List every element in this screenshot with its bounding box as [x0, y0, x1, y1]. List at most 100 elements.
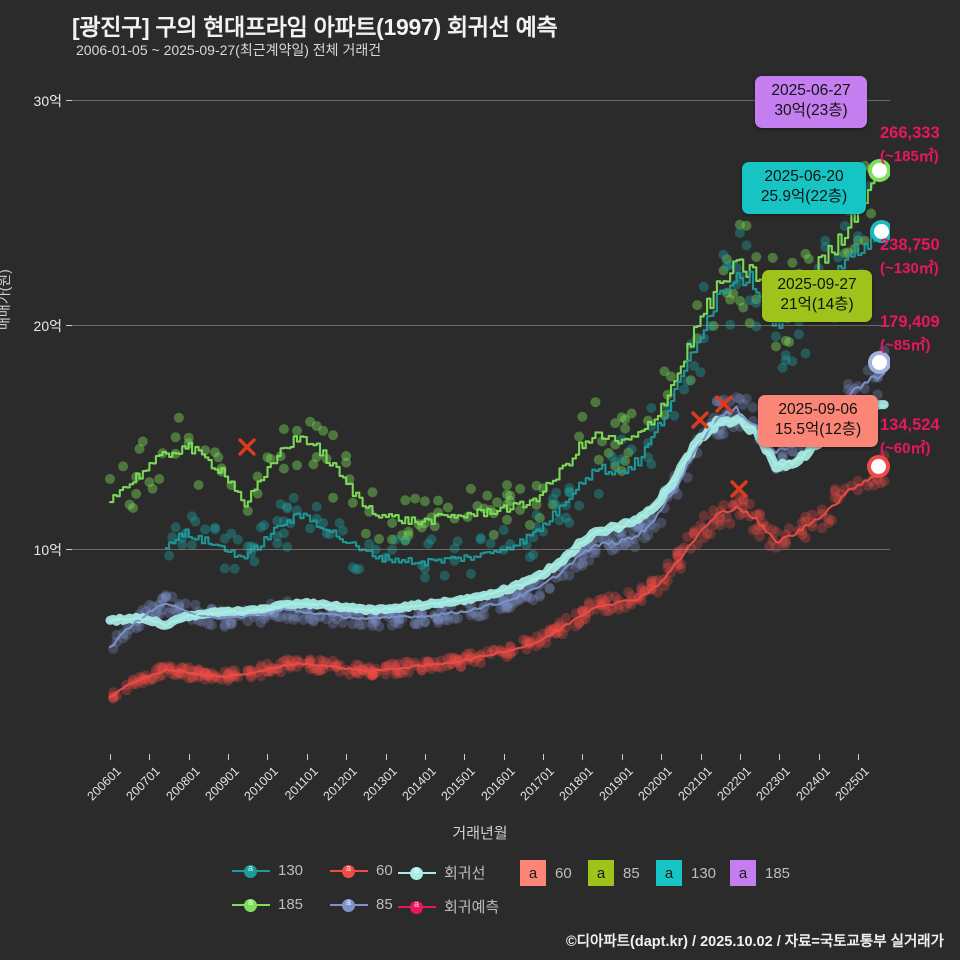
x-tick-mark	[149, 754, 151, 760]
callout-price: 15.5억(12층)	[774, 421, 862, 439]
legend-reg[interactable]: 회귀선	[398, 862, 485, 883]
endpoint-85[interactable]	[871, 354, 887, 370]
x-tick-mark	[306, 754, 308, 760]
callout-130[interactable]: 2025-06-20 25.9억(22층)	[742, 162, 866, 214]
swatch-130[interactable]: a 130	[656, 860, 716, 886]
x-tick-mark	[779, 754, 781, 760]
legend-label: 60	[376, 862, 393, 879]
value-label-60: 134,524 (~60㎡)	[880, 416, 940, 458]
x-tick-mark	[464, 754, 466, 760]
value-label-185: 266,333 (~185㎡)	[880, 124, 940, 166]
y-axis-label: 10억	[33, 542, 62, 558]
legend-label: 회귀선	[444, 865, 486, 882]
series-line-회귀선	[108, 403, 886, 628]
callout-60[interactable]: 2025-09-06 15.5억(12층)	[758, 395, 878, 447]
swatch-color-box: a	[656, 860, 682, 886]
page-title: [광진구] 구의 현대프라임 아파트(1997) 회귀선 예측	[72, 14, 558, 40]
callout-price: 25.9억(22층)	[760, 188, 848, 206]
swatch-185[interactable]: a 185	[730, 860, 790, 886]
scatter-185	[105, 160, 877, 546]
legend-pred[interactable]: 회귀예측	[398, 896, 499, 917]
endpoint-60[interactable]	[870, 458, 886, 474]
series-line-85	[108, 372, 886, 649]
legend-marker-icon	[232, 863, 270, 878]
page-subtitle: 2006-01-05 ~ 2025-09-27(최근계약일) 전체 거래건	[76, 42, 382, 58]
value-amount: 266,333	[880, 124, 940, 142]
legend-130[interactable]: 130	[232, 862, 303, 879]
callout-date: 2025-09-27	[777, 276, 857, 293]
x-tick-mark	[700, 754, 702, 760]
value-amount: 238,750	[880, 236, 940, 254]
callout-price: 30억(23층)	[774, 102, 848, 120]
legend-label: 85	[376, 896, 393, 913]
legend-60[interactable]: 60	[330, 862, 393, 879]
swatch-label: 185	[765, 864, 791, 882]
legend-marker-icon	[398, 865, 436, 880]
series-line-185	[108, 166, 876, 526]
value-area: (~60㎡)	[880, 440, 931, 457]
legend-85[interactable]: 85	[330, 896, 393, 913]
value-amount: 134,524	[880, 416, 940, 434]
legend-185[interactable]: 185	[232, 896, 303, 913]
x-tick-mark	[188, 754, 190, 760]
gridline	[72, 100, 890, 101]
x-tick-mark	[858, 754, 859, 760]
callout-85[interactable]: 2025-09-27 21억(14층)	[762, 270, 872, 322]
x-tick-mark	[661, 754, 663, 760]
gridline	[72, 549, 890, 550]
legend-label: 185	[278, 896, 304, 913]
chart-legend: 130 60 회귀선 185 85 회귀예측 a 60 a 85 a 130 a 185	[0, 856, 960, 926]
x-tick-mark	[110, 754, 111, 760]
callout-185[interactable]: 2025-06-27 30억(23층)	[755, 76, 867, 128]
value-area: (~185㎡)	[880, 148, 939, 165]
swatch-color-box: a	[588, 860, 614, 886]
value-area: (~130㎡)	[880, 260, 939, 277]
x-tick-mark	[385, 754, 387, 760]
y-tick-mark	[66, 324, 72, 326]
y-tick-mark	[66, 549, 72, 550]
swatch-color-box: a	[730, 860, 756, 886]
x-tick-mark	[543, 754, 545, 760]
swatch-85[interactable]: a 85	[588, 860, 640, 886]
legend-marker-icon	[330, 897, 368, 912]
y-axis-label: 20억	[33, 317, 62, 334]
swatch-label: 85	[623, 864, 640, 882]
chart-canvas	[105, 91, 890, 704]
legend-label: 회귀예측	[444, 899, 500, 916]
value-area: (~85㎡)	[880, 337, 931, 354]
y-axis-label: 30억	[33, 93, 62, 109]
series-line-60	[108, 468, 886, 698]
value-label-130: 238,750 (~130㎡)	[880, 236, 940, 278]
x-axis-title: 거래년월	[452, 825, 508, 842]
swatch-color-box: a	[520, 860, 546, 886]
footer-credit: ©디아파트(dapt.kr) / 2025.10.02 / 자료=국토교통부 실…	[565, 934, 944, 950]
x-tick-mark	[267, 754, 269, 760]
endpoint-185[interactable]	[871, 162, 887, 178]
swatch-label: 60	[555, 864, 572, 882]
legend-marker-icon	[398, 899, 436, 914]
value-label-85: 179,409 (~85㎡)	[880, 313, 940, 355]
series-line-130	[164, 229, 876, 567]
legend-marker-icon	[232, 897, 270, 912]
value-amount: 179,409	[880, 313, 940, 331]
x-tick-mark	[503, 754, 505, 760]
callout-date: 2025-06-27	[771, 82, 851, 99]
callout-date: 2025-06-20	[764, 168, 844, 185]
x-axis: 200601 200701 200801 200901 201001 201101 2012…	[72, 754, 890, 824]
plot-area	[72, 64, 890, 754]
legend-label: 130	[278, 862, 304, 879]
endpoint-130[interactable]	[873, 223, 889, 239]
x-tick-mark	[346, 754, 348, 760]
y-tick-mark	[66, 100, 72, 101]
scatter-60	[108, 450, 890, 704]
legend-marker-icon	[330, 863, 368, 878]
swatch-60[interactable]: a 60	[520, 860, 572, 886]
x-tick-mark	[424, 754, 426, 760]
x-tick-mark	[621, 754, 623, 760]
callout-price: 21억(14층)	[780, 296, 854, 314]
swatch-label: 130	[691, 864, 717, 882]
gridline	[72, 324, 890, 326]
x-tick-mark	[739, 754, 741, 760]
x-tick-mark	[582, 754, 584, 760]
